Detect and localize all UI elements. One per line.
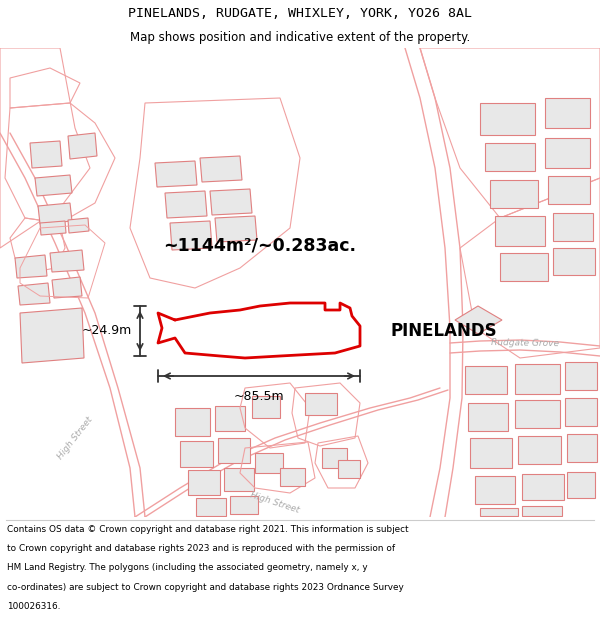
Polygon shape xyxy=(475,476,515,504)
Polygon shape xyxy=(490,180,538,208)
Polygon shape xyxy=(252,396,280,418)
Polygon shape xyxy=(470,438,512,468)
Polygon shape xyxy=(18,283,50,305)
Polygon shape xyxy=(485,143,535,171)
Polygon shape xyxy=(322,448,347,468)
Polygon shape xyxy=(480,103,535,135)
Polygon shape xyxy=(515,400,560,428)
Polygon shape xyxy=(224,468,254,491)
Polygon shape xyxy=(50,250,84,272)
Polygon shape xyxy=(468,403,508,431)
Polygon shape xyxy=(567,434,597,462)
Polygon shape xyxy=(35,175,72,196)
Polygon shape xyxy=(338,460,360,478)
Polygon shape xyxy=(565,398,597,426)
Polygon shape xyxy=(465,366,507,394)
Polygon shape xyxy=(180,441,213,467)
Polygon shape xyxy=(210,189,252,215)
Polygon shape xyxy=(567,472,595,498)
Polygon shape xyxy=(255,453,283,473)
Text: Rudgate Grove: Rudgate Grove xyxy=(491,338,559,348)
Text: co-ordinates) are subject to Crown copyright and database rights 2023 Ordnance S: co-ordinates) are subject to Crown copyr… xyxy=(7,583,404,592)
Polygon shape xyxy=(155,161,197,187)
Polygon shape xyxy=(170,221,212,250)
Polygon shape xyxy=(215,406,245,431)
Text: HM Land Registry. The polygons (including the associated geometry, namely x, y: HM Land Registry. The polygons (includin… xyxy=(7,564,368,572)
Text: ~24.9m: ~24.9m xyxy=(82,324,132,338)
Polygon shape xyxy=(68,218,89,233)
Polygon shape xyxy=(553,248,595,275)
Polygon shape xyxy=(15,255,47,278)
Polygon shape xyxy=(553,213,593,241)
Polygon shape xyxy=(495,216,545,246)
Polygon shape xyxy=(218,438,250,463)
Polygon shape xyxy=(518,436,561,464)
Text: ~85.5m: ~85.5m xyxy=(233,390,284,403)
Polygon shape xyxy=(38,203,72,224)
Text: 100026316.: 100026316. xyxy=(7,602,61,611)
Polygon shape xyxy=(165,191,207,218)
Text: ~1144m²/~0.283ac.: ~1144m²/~0.283ac. xyxy=(163,237,356,255)
Polygon shape xyxy=(455,306,502,334)
Polygon shape xyxy=(30,141,62,168)
Polygon shape xyxy=(500,253,548,281)
Polygon shape xyxy=(200,156,242,182)
Polygon shape xyxy=(545,98,590,128)
Polygon shape xyxy=(280,468,305,486)
Polygon shape xyxy=(545,138,590,168)
Polygon shape xyxy=(40,221,66,235)
Polygon shape xyxy=(68,133,97,159)
Text: PINELANDS: PINELANDS xyxy=(390,322,497,340)
Polygon shape xyxy=(230,496,258,514)
Polygon shape xyxy=(565,362,597,390)
Polygon shape xyxy=(480,508,518,516)
Polygon shape xyxy=(522,474,564,500)
Polygon shape xyxy=(522,506,562,516)
Polygon shape xyxy=(305,393,337,415)
Text: PINELANDS, RUDGATE, WHIXLEY, YORK, YO26 8AL: PINELANDS, RUDGATE, WHIXLEY, YORK, YO26 … xyxy=(128,7,472,20)
Polygon shape xyxy=(196,498,226,516)
Polygon shape xyxy=(188,470,220,495)
Polygon shape xyxy=(52,277,82,298)
Polygon shape xyxy=(548,176,590,204)
Polygon shape xyxy=(20,308,84,363)
Text: High Street: High Street xyxy=(56,415,94,461)
Polygon shape xyxy=(175,408,210,436)
Text: High Street: High Street xyxy=(249,491,301,515)
Text: Map shows position and indicative extent of the property.: Map shows position and indicative extent… xyxy=(130,31,470,44)
Polygon shape xyxy=(515,364,560,394)
Text: Contains OS data © Crown copyright and database right 2021. This information is : Contains OS data © Crown copyright and d… xyxy=(7,524,409,534)
Text: to Crown copyright and database rights 2023 and is reproduced with the permissio: to Crown copyright and database rights 2… xyxy=(7,544,395,553)
Polygon shape xyxy=(215,216,257,242)
